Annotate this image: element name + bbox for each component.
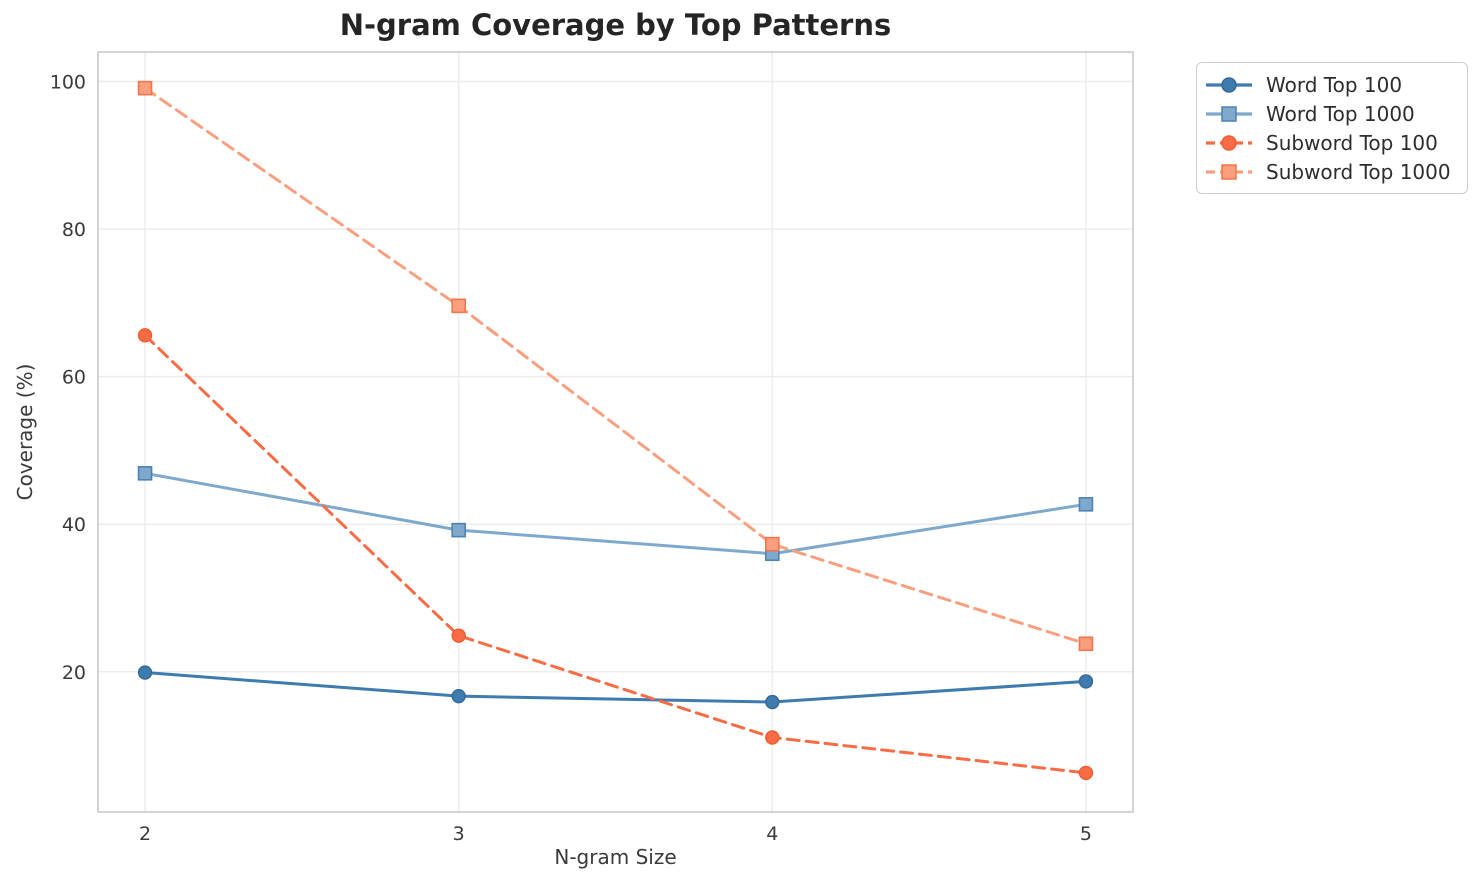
legend-sample-word-top-1000 <box>1206 105 1252 122</box>
x-tick-label-3: 3 <box>453 823 465 845</box>
point-word-top-100-x4 <box>765 694 780 710</box>
x-tick-label-4: 4 <box>766 823 778 845</box>
x-tick-label-2: 2 <box>139 823 151 845</box>
chart-title: N-gram Coverage by Top Patterns <box>339 8 892 42</box>
point-subword-top-100-x5 <box>1078 765 1094 781</box>
legend-label-word-top-1000: Word Top 1000 <box>1266 101 1415 126</box>
legend-item-subword-top-100: Subword Top 100 <box>1205 128 1451 157</box>
legend-label-subword-top-100: Subword Top 100 <box>1266 130 1438 155</box>
point-word-top-100-x2 <box>137 665 153 680</box>
x-tick-label-5: 5 <box>1080 823 1092 845</box>
legend-item-word-top-100: Word Top 100 <box>1205 70 1451 99</box>
series-line-word-top-1000 <box>143 471 1088 556</box>
point-subword-top-100-x4 <box>765 730 780 745</box>
series-line-subword-top-100 <box>143 333 1088 775</box>
series-line-subword-top-1000 <box>143 86 1088 646</box>
point-word-top-1000-x5 <box>1078 497 1094 512</box>
y-tick-label-20: 20 <box>62 662 86 684</box>
legend-sample-marker-circle <box>1221 76 1237 93</box>
legend-sample-marker-circle <box>1221 134 1237 151</box>
legend-item-subword-top-1000: Subword Top 1000 <box>1205 157 1451 186</box>
legend: Word Top 100 Word Top 1000 Subword Top 100… <box>1196 62 1468 194</box>
axes-border <box>97 51 1134 813</box>
series-line-word-top-100 <box>143 671 1088 704</box>
point-subword-top-100-x2 <box>137 328 153 343</box>
point-word-top-100-x3 <box>451 688 466 704</box>
legend-label-subword-top-1000: Subword Top 1000 <box>1266 159 1451 184</box>
point-word-top-100-x5 <box>1078 674 1094 689</box>
point-subword-top-1000-x5 <box>1078 636 1094 652</box>
legend-item-word-top-1000: Word Top 1000 <box>1205 99 1451 128</box>
point-subword-top-1000-x4 <box>765 536 780 552</box>
legend-sample-subword-top-100 <box>1206 134 1252 151</box>
y-tick-label-100: 100 <box>50 72 86 94</box>
legend-sample-word-top-100 <box>1206 76 1252 93</box>
point-word-top-1000-x2 <box>137 466 153 481</box>
y-tick-label-80: 80 <box>62 219 86 241</box>
point-subword-top-1000-x3 <box>451 298 466 314</box>
legend-sample-marker-square <box>1221 105 1237 122</box>
point-subword-top-1000-x2 <box>137 80 153 96</box>
y-tick-label-40: 40 <box>62 514 86 536</box>
x-axis-label: N-gram Size <box>554 845 677 869</box>
point-word-top-1000-x3 <box>451 522 466 538</box>
legend-label-word-top-100: Word Top 100 <box>1266 72 1403 97</box>
legend-sample-subword-top-1000 <box>1206 163 1252 180</box>
legend-sample-marker-square <box>1221 163 1237 180</box>
point-subword-top-100-x3 <box>451 628 466 643</box>
y-tick-label-60: 60 <box>62 367 86 389</box>
